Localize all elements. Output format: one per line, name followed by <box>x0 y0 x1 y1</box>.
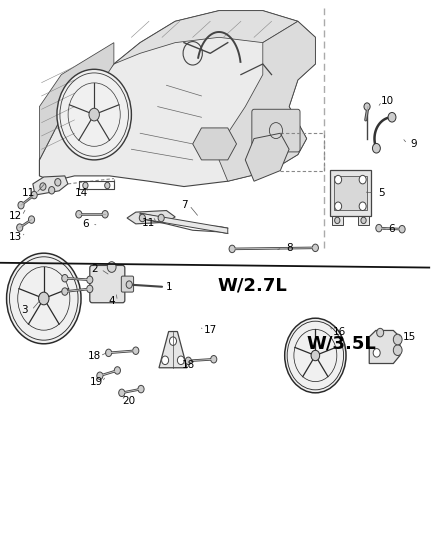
Circle shape <box>177 356 184 365</box>
Circle shape <box>399 225 405 233</box>
Circle shape <box>31 191 37 199</box>
Circle shape <box>158 214 164 222</box>
Text: 18: 18 <box>182 360 195 370</box>
Circle shape <box>372 143 380 153</box>
Polygon shape <box>114 11 298 64</box>
Polygon shape <box>39 11 315 187</box>
Circle shape <box>312 244 318 252</box>
Circle shape <box>49 187 55 194</box>
Circle shape <box>119 389 125 397</box>
Circle shape <box>335 175 342 184</box>
Text: 20: 20 <box>123 396 136 406</box>
Text: 2: 2 <box>91 264 98 274</box>
Circle shape <box>393 345 402 356</box>
Circle shape <box>335 217 340 223</box>
Circle shape <box>89 108 99 121</box>
Text: 12: 12 <box>9 211 22 221</box>
Circle shape <box>102 211 108 218</box>
Circle shape <box>28 216 35 223</box>
Circle shape <box>311 350 320 361</box>
Text: 3: 3 <box>21 305 28 315</box>
Circle shape <box>76 211 82 218</box>
FancyBboxPatch shape <box>90 265 125 303</box>
Circle shape <box>170 337 177 345</box>
Circle shape <box>87 285 93 293</box>
Polygon shape <box>140 213 228 233</box>
Polygon shape <box>159 332 187 368</box>
Circle shape <box>364 103 370 110</box>
Text: 1: 1 <box>165 282 172 292</box>
Text: 14: 14 <box>74 188 88 198</box>
Polygon shape <box>33 176 68 195</box>
Polygon shape <box>193 128 237 160</box>
Text: 11: 11 <box>22 189 35 198</box>
Circle shape <box>229 245 235 253</box>
Circle shape <box>138 385 144 393</box>
Circle shape <box>62 288 68 295</box>
Circle shape <box>377 328 384 337</box>
Text: 16: 16 <box>333 327 346 336</box>
Circle shape <box>17 224 23 231</box>
Circle shape <box>55 179 61 186</box>
Circle shape <box>114 367 120 374</box>
Circle shape <box>83 182 88 189</box>
Circle shape <box>373 349 380 357</box>
Circle shape <box>126 281 132 288</box>
Text: 11: 11 <box>142 218 155 228</box>
Text: W/3.5L: W/3.5L <box>307 335 377 353</box>
Circle shape <box>39 292 49 305</box>
Polygon shape <box>39 43 114 160</box>
Circle shape <box>97 372 103 379</box>
Text: 15: 15 <box>403 332 416 342</box>
Text: 19: 19 <box>90 377 103 387</box>
Circle shape <box>87 276 93 284</box>
Circle shape <box>40 183 46 190</box>
Circle shape <box>107 262 116 272</box>
Circle shape <box>361 217 366 223</box>
Text: 6: 6 <box>389 224 396 234</box>
Circle shape <box>105 182 110 189</box>
Text: 4: 4 <box>108 296 115 306</box>
FancyBboxPatch shape <box>252 109 300 152</box>
Polygon shape <box>127 211 175 224</box>
Polygon shape <box>369 330 400 364</box>
Circle shape <box>359 202 366 211</box>
Polygon shape <box>245 133 289 181</box>
Circle shape <box>62 274 68 282</box>
Circle shape <box>139 214 145 222</box>
Text: 13: 13 <box>9 232 22 242</box>
Text: 9: 9 <box>410 139 417 149</box>
Circle shape <box>359 175 366 184</box>
Circle shape <box>162 356 169 365</box>
Circle shape <box>393 334 402 345</box>
Circle shape <box>57 69 131 160</box>
Text: W/2.7L: W/2.7L <box>217 276 287 294</box>
Text: 10: 10 <box>381 96 394 106</box>
Text: 18: 18 <box>88 351 101 361</box>
Text: 5: 5 <box>378 188 385 198</box>
Circle shape <box>376 224 382 232</box>
Circle shape <box>7 253 81 344</box>
Text: 6: 6 <box>82 219 89 229</box>
Circle shape <box>285 318 346 393</box>
FancyBboxPatch shape <box>358 215 369 225</box>
FancyBboxPatch shape <box>121 276 134 292</box>
Text: 17: 17 <box>204 326 217 335</box>
FancyBboxPatch shape <box>334 175 367 210</box>
Circle shape <box>106 349 112 357</box>
Circle shape <box>185 357 191 365</box>
Polygon shape <box>219 21 315 181</box>
Text: 8: 8 <box>286 243 293 253</box>
FancyBboxPatch shape <box>332 215 343 225</box>
FancyBboxPatch shape <box>330 171 371 215</box>
Text: 7: 7 <box>180 200 187 210</box>
Circle shape <box>18 201 24 209</box>
Circle shape <box>388 112 396 122</box>
Circle shape <box>335 202 342 211</box>
Circle shape <box>211 356 217 363</box>
Circle shape <box>133 347 139 354</box>
